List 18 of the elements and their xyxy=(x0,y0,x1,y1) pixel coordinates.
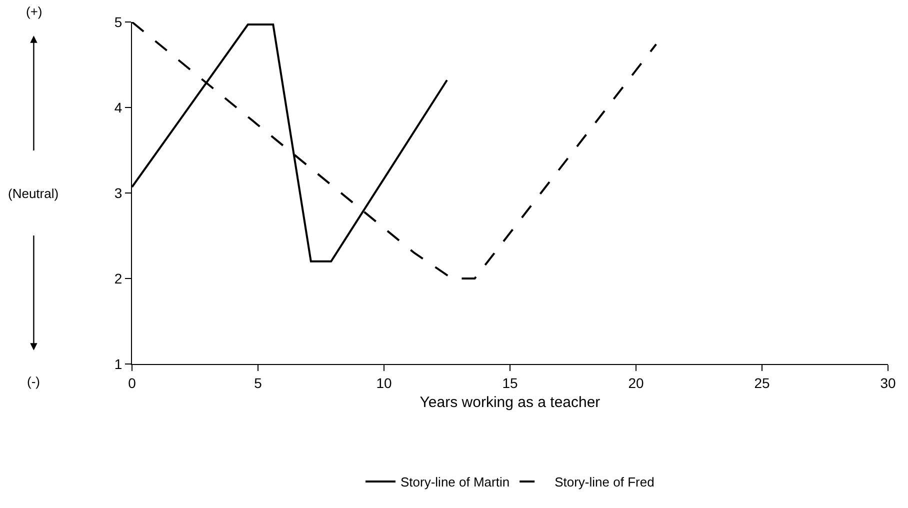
x-tick-label: 5 xyxy=(254,374,262,391)
y-tick-label: 2 xyxy=(114,270,122,286)
legend-label: Story-line of Fred xyxy=(554,474,654,490)
x-tick-label: 10 xyxy=(376,374,392,391)
y-tick-label: 1 xyxy=(114,356,122,372)
legend-label: Story-line of Martin xyxy=(400,474,510,490)
x-tick-label: 25 xyxy=(754,374,770,391)
y-tick-label: 4 xyxy=(114,99,122,116)
x-tick-label: 20 xyxy=(628,374,644,391)
x-tick-label: 0 xyxy=(128,374,136,391)
text: (-) xyxy=(27,374,40,389)
y-tick-label: 5 xyxy=(114,14,122,30)
y-tick-label: 3 xyxy=(114,184,122,201)
x-axis-title: Years working as a teacher xyxy=(420,394,600,411)
text: (+) xyxy=(26,4,42,19)
text: (Neutral) xyxy=(8,186,59,201)
x-tick-label: 15 xyxy=(502,374,518,391)
x-tick-label: 30 xyxy=(880,374,896,391)
